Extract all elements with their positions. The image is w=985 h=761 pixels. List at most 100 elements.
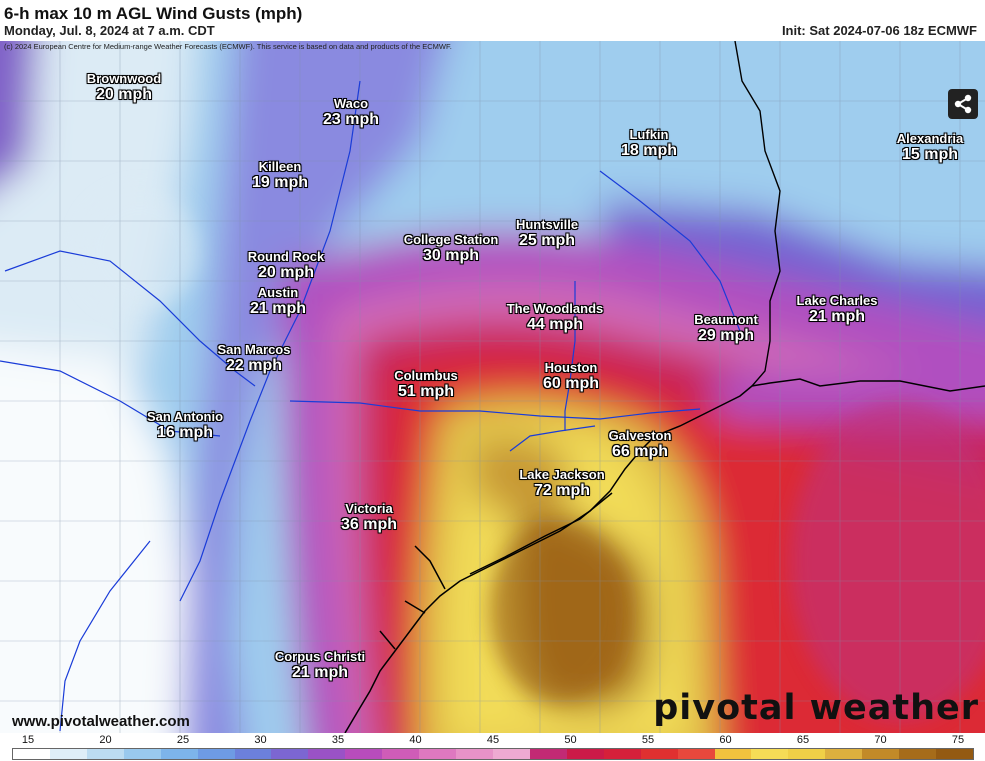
city-label: Houston 60 mph: [543, 360, 599, 392]
city-name: Austin: [257, 285, 299, 300]
city-name: Lake Charles: [796, 293, 878, 308]
city-label: Alexandria 15 mph: [897, 131, 963, 163]
city-gust: 36 mph: [340, 516, 398, 533]
city-gust: 18 mph: [620, 142, 678, 159]
colorbar-tick-label: 20: [99, 734, 112, 746]
city-gust: 20 mph: [257, 264, 314, 281]
colorbar-swatch: [419, 749, 457, 759]
city-gust: 16 mph: [156, 424, 214, 441]
city-gust: 21 mph: [249, 300, 307, 317]
colorbar-swatch: [13, 749, 50, 759]
city-label: College Station 30 mph: [404, 232, 499, 264]
copyright-notice: (c) 2024 European Centre for Medium-rang…: [4, 42, 452, 51]
colorbar: 15 20 25 30 35 40 45 50 55 60 65 70 75: [0, 733, 985, 761]
colorbar-swatch: [677, 749, 715, 759]
colorbar-swatch: [788, 749, 826, 759]
city-label: San Antonio 16 mph: [147, 409, 223, 441]
gust-field: [0, 41, 985, 733]
city-gust: 44 mph: [526, 316, 584, 333]
city-label: Huntsville 25 mph: [516, 217, 578, 249]
colorbar-tick-label: 30: [254, 734, 267, 746]
colorbar-swatch: [86, 749, 124, 759]
city-label: Lufkin 18 mph: [621, 127, 677, 159]
colorbar-tick-label: 70: [874, 734, 887, 746]
colorbar-swatch: [234, 749, 272, 759]
city-label: Lake Jackson 72 mph: [519, 467, 604, 499]
city-name: Lufkin: [629, 127, 669, 142]
city-name: Alexandria: [896, 131, 964, 146]
city-gust: 23 mph: [322, 111, 380, 128]
colorbar-tick-label: 40: [409, 734, 422, 746]
colorbar-swatch: [197, 749, 235, 759]
colorbar-swatch: [160, 749, 198, 759]
colorbar-gradient: [12, 748, 974, 760]
colorbar-swatch: [308, 749, 346, 759]
city-label: Galveston 66 mph: [609, 428, 672, 460]
city-label: Waco 23 mph: [323, 96, 379, 128]
city-gust: 21 mph: [808, 308, 865, 325]
county-lines: [0, 41, 985, 733]
colorbar-swatch: [49, 749, 87, 759]
city-label: Columbus 51 mph: [394, 368, 458, 400]
coastline: [344, 378, 985, 733]
colorbar-tick-label: 15: [21, 734, 35, 746]
wind-gust-map[interactable]: Brownwood 20 mph Waco 23 mph Lufkin 18 mph …: [0, 41, 985, 733]
colorbar-swatch: [271, 749, 309, 759]
city-gust: 15 mph: [901, 146, 959, 163]
city-label: Corpus Christi 21 mph: [275, 649, 365, 681]
city-label: Brownwood 20 mph: [87, 71, 161, 103]
city-name: San Marcos: [217, 342, 291, 357]
city-name: Houston: [544, 360, 598, 375]
city-label: The Woodlands 44 mph: [507, 301, 604, 333]
city-gust: 19 mph: [251, 174, 309, 191]
brand-logo: pivotal weather: [653, 688, 979, 728]
city-name: Victoria: [345, 501, 393, 516]
city-label: Round Rock 20 mph: [248, 249, 325, 281]
city-name: Corpus Christi: [274, 649, 366, 664]
city-name: Galveston: [608, 428, 672, 443]
city-gust: 25 mph: [518, 232, 575, 249]
city-name: Lake Jackson: [519, 467, 605, 482]
rivers: [0, 80, 741, 732]
city-gust: 21 mph: [291, 664, 349, 681]
city-gust: 60 mph: [542, 375, 600, 392]
colorbar-swatch: [529, 749, 567, 759]
city-gust: 66 mph: [611, 443, 669, 460]
website-link[interactable]: www.pivotalweather.com: [12, 713, 190, 730]
city-name: Columbus: [394, 368, 458, 383]
colorbar-tick-label: 60: [719, 734, 732, 746]
colorbar-swatch: [899, 749, 937, 759]
colorbar-swatch: [603, 749, 641, 759]
colorbar-tick-label: 35: [331, 734, 345, 746]
share-button[interactable]: [948, 89, 978, 119]
share-icon: [954, 94, 972, 114]
valid-time: Monday, Jul. 8, 2024 at 7 a.m. CDT: [4, 23, 215, 38]
colorbar-tick-label: 75: [951, 734, 965, 746]
colorbar-swatch: [492, 749, 530, 759]
city-name: Killeen: [258, 159, 302, 174]
colorbar-swatch: [862, 749, 900, 759]
colorbar-tick-label: 45: [486, 734, 500, 746]
city-label: San Marcos 22 mph: [218, 342, 291, 374]
colorbar-swatch: [456, 749, 493, 759]
colorbar-swatch: [714, 749, 752, 759]
colorbar-swatch: [825, 749, 863, 759]
city-label: Austin 21 mph: [250, 285, 306, 317]
city-gust: 30 mph: [422, 247, 479, 264]
city-gust: 20 mph: [95, 86, 153, 103]
colorbar-swatch: [382, 749, 420, 759]
colorbar-swatch: [936, 749, 973, 759]
map-title: 6-h max 10 m AGL Wind Gusts (mph): [4, 4, 303, 23]
city-label: Beaumont 29 mph: [694, 312, 758, 344]
city-label: Killeen 19 mph: [252, 159, 308, 191]
colorbar-swatch: [640, 749, 678, 759]
colorbar-tick-label: 25: [176, 734, 190, 746]
city-gust: 51 mph: [397, 383, 454, 400]
city-name: Brownwood: [86, 71, 162, 86]
map-header: 6-h max 10 m AGL Wind Gusts (mph) Monday…: [0, 0, 985, 42]
city-name: Huntsville: [515, 217, 579, 232]
city-name: College Station: [403, 232, 499, 247]
city-gust: 22 mph: [225, 357, 283, 374]
city-gust: 72 mph: [533, 482, 590, 499]
city-name: San Antonio: [146, 409, 224, 424]
